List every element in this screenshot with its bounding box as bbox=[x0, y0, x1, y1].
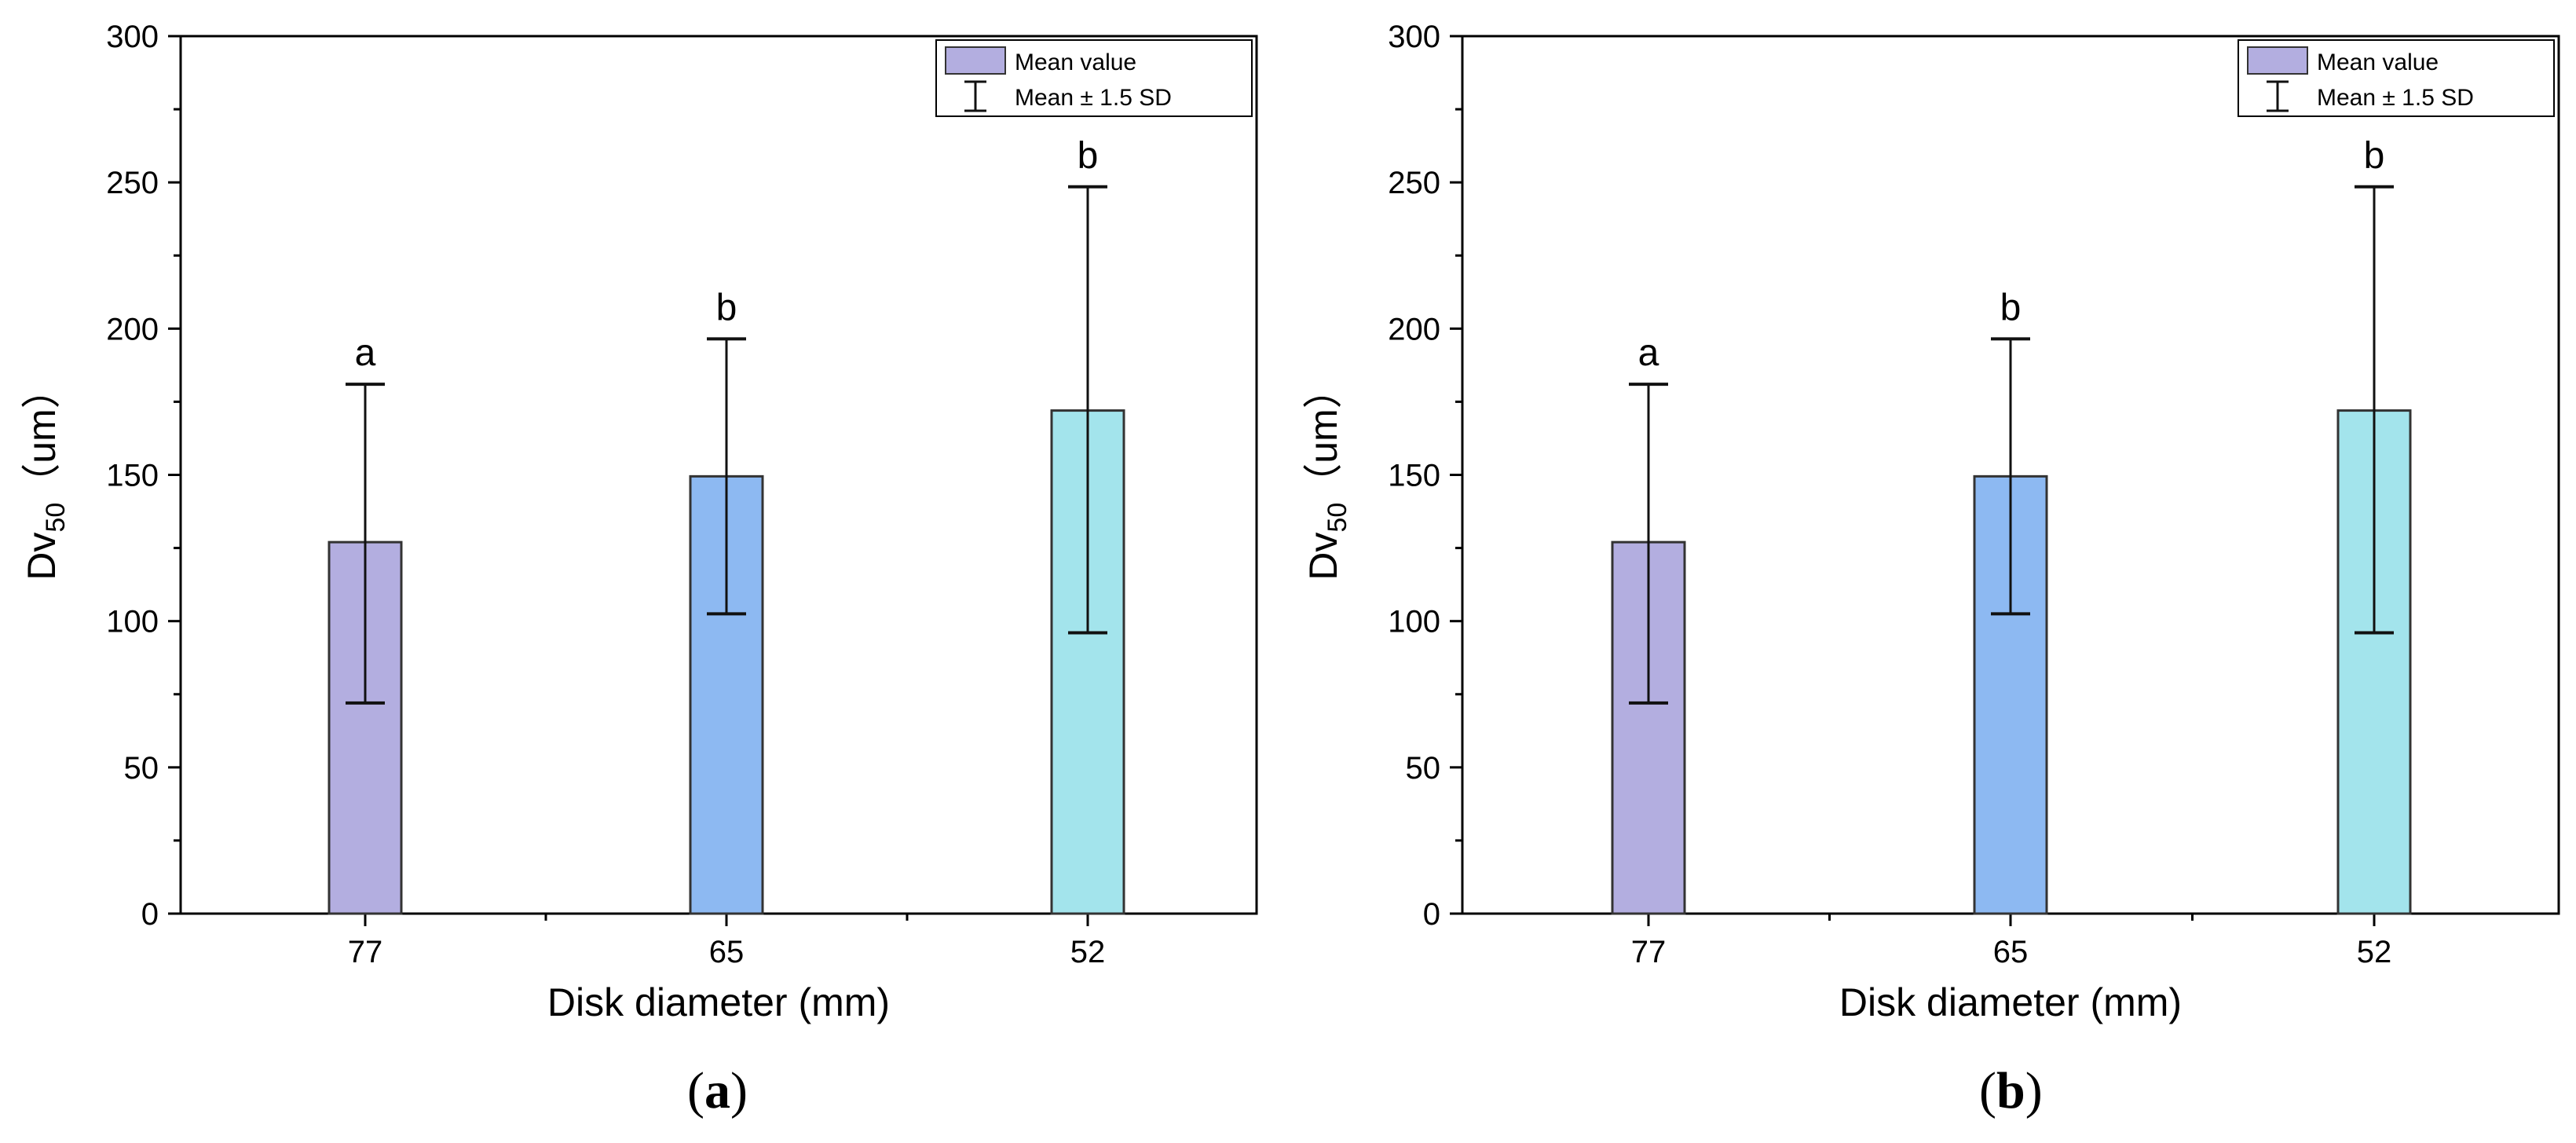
x-axis-title: Disk diameter (mm) bbox=[1839, 980, 2182, 1024]
panel-label-close: ) bbox=[730, 1062, 748, 1119]
panel-label: (b) bbox=[1979, 1062, 2043, 1119]
y-axis-title-subscript: 50 bbox=[41, 503, 71, 533]
panel-label: (a) bbox=[687, 1062, 748, 1119]
y-tick-label: 300 bbox=[1388, 20, 1440, 54]
y-tick-label: 0 bbox=[1423, 897, 1440, 932]
legend-bar-label: Mean value bbox=[2317, 49, 2439, 75]
significance-letter: b bbox=[1078, 135, 1099, 177]
legend: Mean value Mean ± 1.5 SD bbox=[935, 39, 1253, 117]
y-axis-title-unit: （um） bbox=[20, 369, 64, 502]
x-tick-label: 52 bbox=[1070, 935, 1106, 969]
legend: Mean value Mean ± 1.5 SD bbox=[2238, 39, 2555, 117]
y-tick-label: 100 bbox=[106, 605, 159, 639]
legend-bar-label: Mean value bbox=[1015, 49, 1136, 75]
panel-label-close: ) bbox=[2025, 1062, 2043, 1119]
y-tick-label: 0 bbox=[141, 897, 159, 932]
x-tick-label: 65 bbox=[1993, 935, 2029, 969]
panel-label-open: ( bbox=[1979, 1062, 1996, 1119]
y-tick-label: 150 bbox=[1388, 459, 1440, 493]
x-tick-label: 52 bbox=[2357, 935, 2392, 969]
y-axis-title: Dv50（um） bbox=[1301, 369, 1352, 580]
y-tick-label: 250 bbox=[106, 166, 159, 200]
significance-letter: b bbox=[2000, 287, 2022, 328]
chart-panel-a: 0 50 100 150 200 250 300 77 65 52 a b b Disk diameter… bbox=[20, 20, 1258, 1119]
legend-bar-swatch bbox=[2247, 46, 2308, 75]
x-tick-label: 77 bbox=[348, 935, 383, 969]
y-tick-label: 150 bbox=[106, 459, 159, 493]
significance-letter: a bbox=[355, 332, 376, 374]
legend-box bbox=[935, 39, 1253, 117]
y-tick-label: 100 bbox=[1388, 605, 1440, 639]
significance-letter: a bbox=[1638, 332, 1659, 374]
y-axis-title-subscript: 50 bbox=[1323, 503, 1352, 533]
chart-panel-b: 0 50 100 150 200 250 300 77 65 52 a b b Disk diameter… bbox=[1301, 20, 2560, 1119]
y-tick-label: 50 bbox=[124, 751, 159, 786]
x-tick-label: 65 bbox=[709, 935, 745, 969]
legend-bar-swatch bbox=[945, 46, 1006, 75]
y-tick-label: 50 bbox=[1406, 751, 1441, 786]
y-axis-title-main: Dv bbox=[1301, 533, 1345, 581]
y-tick-label: 300 bbox=[106, 20, 159, 54]
x-tick-label: 77 bbox=[1631, 935, 1667, 969]
y-tick-label: 250 bbox=[1388, 166, 1440, 200]
significance-letter: b bbox=[2364, 135, 2385, 177]
legend-error-label: Mean ± 1.5 SD bbox=[2317, 85, 2474, 111]
panel-label-open: ( bbox=[687, 1062, 704, 1119]
legend-error-label: Mean ± 1.5 SD bbox=[1015, 85, 1172, 111]
y-axis-title: Dv50（um） bbox=[20, 369, 71, 580]
x-axis-title: Disk diameter (mm) bbox=[547, 980, 890, 1024]
y-tick-label: 200 bbox=[1388, 312, 1440, 346]
y-axis-title-unit: （um） bbox=[1301, 369, 1345, 502]
y-axis-title-main: Dv bbox=[20, 533, 64, 581]
panel-label-letter: b bbox=[1996, 1062, 2025, 1119]
y-tick-label: 200 bbox=[106, 312, 159, 346]
panel-label-letter: a bbox=[704, 1062, 730, 1119]
significance-letter: b bbox=[716, 287, 737, 328]
